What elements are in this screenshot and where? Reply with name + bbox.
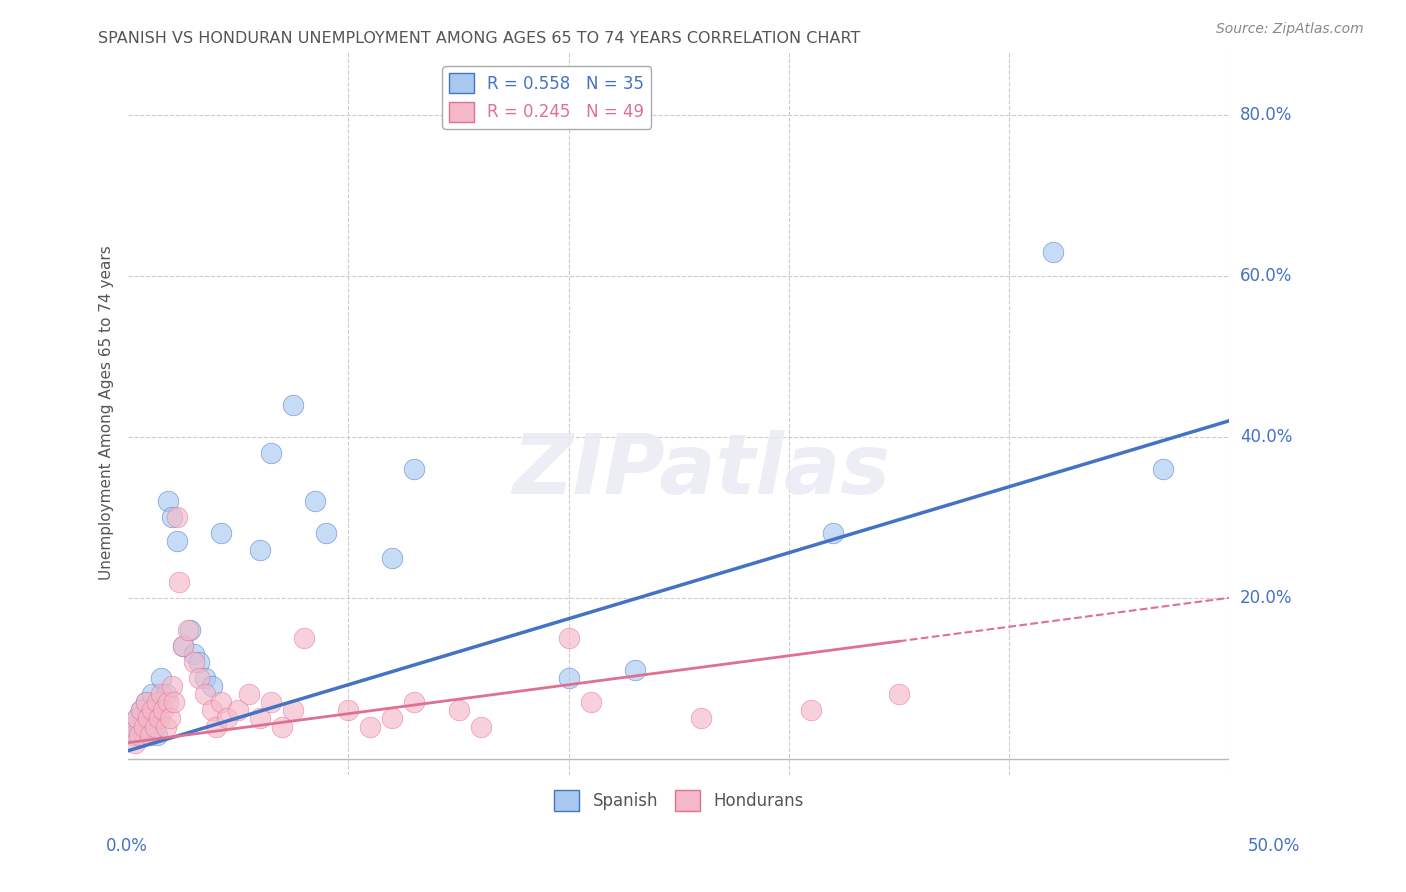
Point	[404, 695, 426, 709]
Point	[194, 687, 217, 701]
Text: 20.0%: 20.0%	[1240, 589, 1292, 607]
Point	[447, 703, 470, 717]
Point	[131, 703, 153, 717]
Point	[132, 720, 155, 734]
Text: 50.0%: 50.0%	[1249, 837, 1301, 855]
Point	[159, 711, 181, 725]
Point	[689, 711, 711, 725]
Point	[557, 631, 579, 645]
Point	[141, 703, 163, 717]
Point	[1042, 244, 1064, 259]
Y-axis label: Unemployment Among Ages 65 to 74 years: Unemployment Among Ages 65 to 74 years	[100, 245, 114, 580]
Point	[155, 687, 177, 701]
Point	[166, 510, 188, 524]
Point	[271, 720, 294, 734]
Point	[359, 720, 381, 734]
Point	[887, 687, 910, 701]
Point	[201, 703, 224, 717]
Point	[292, 631, 315, 645]
Point	[152, 703, 174, 717]
Point	[150, 671, 173, 685]
Point	[146, 728, 169, 742]
Point	[156, 494, 179, 508]
Point	[150, 687, 173, 701]
Point	[209, 695, 232, 709]
Point	[337, 703, 360, 717]
Point	[135, 695, 157, 709]
Point	[183, 655, 205, 669]
Point	[172, 639, 194, 653]
Point	[194, 671, 217, 685]
Point	[148, 711, 170, 725]
Point	[135, 695, 157, 709]
Point	[183, 647, 205, 661]
Text: ZIPatlas: ZIPatlas	[512, 430, 890, 511]
Point	[1152, 462, 1174, 476]
Point	[381, 711, 404, 725]
Point	[136, 711, 159, 725]
Point	[141, 687, 163, 701]
Point	[283, 703, 305, 717]
Point	[163, 695, 186, 709]
Point	[143, 703, 166, 717]
Point	[800, 703, 823, 717]
Point	[156, 695, 179, 709]
Point	[131, 703, 153, 717]
Text: 0.0%: 0.0%	[105, 837, 148, 855]
Point	[125, 711, 148, 725]
Point	[124, 736, 146, 750]
Point	[238, 687, 260, 701]
Point	[128, 720, 150, 734]
Point	[623, 663, 645, 677]
Point	[381, 550, 404, 565]
Point	[201, 679, 224, 693]
Point	[228, 703, 250, 717]
Point	[166, 534, 188, 549]
Point	[557, 671, 579, 685]
Text: 80.0%: 80.0%	[1240, 106, 1292, 124]
Point	[579, 695, 602, 709]
Point	[821, 526, 844, 541]
Point	[315, 526, 337, 541]
Point	[125, 711, 148, 725]
Point	[217, 711, 239, 725]
Point	[172, 639, 194, 653]
Text: 40.0%: 40.0%	[1240, 428, 1292, 446]
Point	[249, 711, 271, 725]
Point	[128, 728, 150, 742]
Point	[249, 542, 271, 557]
Point	[176, 623, 198, 637]
Point	[187, 655, 209, 669]
Text: SPANISH VS HONDURAN UNEMPLOYMENT AMONG AGES 65 TO 74 YEARS CORRELATION CHART: SPANISH VS HONDURAN UNEMPLOYMENT AMONG A…	[98, 31, 860, 46]
Point	[404, 462, 426, 476]
Point	[162, 679, 184, 693]
Point	[205, 720, 228, 734]
Point	[283, 398, 305, 412]
Point	[187, 671, 209, 685]
Point	[167, 574, 190, 589]
Point	[304, 494, 326, 508]
Point	[209, 526, 232, 541]
Point	[121, 728, 143, 742]
Point	[260, 695, 283, 709]
Point	[470, 720, 492, 734]
Point	[132, 728, 155, 742]
Point	[162, 510, 184, 524]
Legend: Spanish, Hondurans: Spanish, Hondurans	[547, 783, 810, 817]
Point	[146, 695, 169, 709]
Point	[260, 446, 283, 460]
Text: 60.0%: 60.0%	[1240, 267, 1292, 285]
Point	[155, 720, 177, 734]
Point	[139, 720, 162, 734]
Point	[139, 728, 162, 742]
Point	[179, 623, 201, 637]
Point	[121, 720, 143, 734]
Text: Source: ZipAtlas.com: Source: ZipAtlas.com	[1216, 22, 1364, 37]
Point	[136, 711, 159, 725]
Point	[143, 720, 166, 734]
